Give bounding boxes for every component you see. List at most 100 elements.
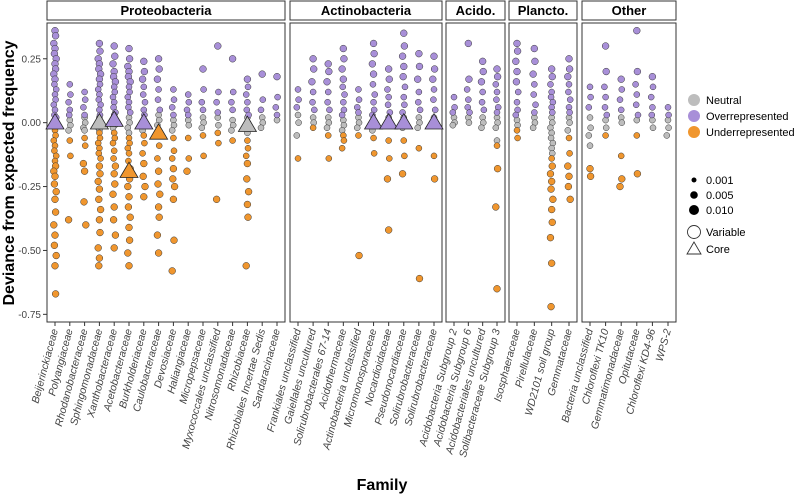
- overrepresented-point: [95, 39, 104, 48]
- overrepresented-point: [125, 44, 133, 53]
- underrepresented-point: [548, 205, 556, 214]
- underrepresented-point: [398, 170, 407, 178]
- overrepresented-point: [140, 57, 148, 65]
- underrepresented-point: [430, 175, 439, 183]
- underrepresented-point: [95, 216, 104, 224]
- underrepresented-point: [111, 180, 119, 188]
- neutral-point: [81, 127, 88, 134]
- underrepresented-point: [548, 218, 556, 226]
- overrepresented-point: [431, 106, 439, 114]
- underrepresented-point: [493, 165, 502, 173]
- overrepresented-point: [603, 111, 611, 119]
- overrepresented-point: [111, 52, 119, 60]
- points-layer: [45, 27, 672, 311]
- underrepresented-point: [139, 172, 147, 180]
- overrepresented-point: [258, 70, 266, 78]
- underrepresented-point: [586, 165, 594, 173]
- overrepresented-point: [384, 86, 391, 93]
- legend-status-key: [688, 94, 700, 106]
- underrepresented-point: [64, 216, 73, 224]
- overrepresented-point: [513, 39, 521, 48]
- overrepresented-point: [309, 88, 317, 96]
- overrepresented-point: [184, 111, 192, 119]
- neutral-point: [465, 119, 473, 126]
- underrepresented-point: [111, 231, 120, 239]
- underrepresented-point: [633, 132, 641, 139]
- underrepresented-point: [565, 134, 573, 142]
- underrepresented-point: [243, 159, 252, 168]
- overrepresented-point: [530, 44, 538, 53]
- overrepresented-point: [214, 42, 222, 50]
- overrepresented-point: [513, 67, 521, 76]
- overrepresented-point: [385, 75, 393, 83]
- legend: Neutral Overrepresented Underrepresented 0.…: [686, 94, 795, 256]
- overrepresented-point: [633, 91, 641, 98]
- underrepresented-point: [139, 150, 146, 157]
- overrepresented-point: [340, 98, 347, 106]
- underrepresented-point: [370, 134, 377, 142]
- underrepresented-point: [170, 134, 177, 142]
- core-point: [363, 112, 384, 130]
- legend-size-label: 0.005: [706, 190, 734, 202]
- underrepresented-point: [546, 234, 555, 242]
- panel-strip-label: Acido.: [456, 3, 496, 18]
- neutral-point: [663, 132, 671, 139]
- underrepresented-point: [370, 150, 378, 157]
- underrepresented-point: [51, 172, 59, 180]
- overrepresented-point: [109, 60, 117, 68]
- underrepresented-point: [183, 167, 191, 175]
- overrepresented-point: [648, 73, 657, 81]
- underrepresented-point: [355, 251, 363, 260]
- underrepresented-point: [52, 188, 60, 196]
- overrepresented-point: [309, 55, 317, 63]
- overrepresented-point: [493, 73, 502, 81]
- overrepresented-point: [323, 78, 331, 86]
- legend-shape-label: Core: [706, 244, 730, 256]
- underrepresented-point: [154, 180, 162, 188]
- overrepresented-point: [51, 32, 60, 40]
- overrepresented-point: [309, 98, 316, 106]
- overrepresented-point: [156, 106, 164, 114]
- overrepresented-point: [324, 60, 332, 68]
- y-axis-title: Deviance from expected frequency: [1, 40, 18, 305]
- core-point: [104, 110, 124, 127]
- underrepresented-point: [514, 134, 521, 142]
- overrepresented-point: [479, 88, 486, 96]
- underrepresented-point: [67, 152, 74, 160]
- neutral-point: [228, 127, 235, 134]
- core-point: [424, 112, 444, 130]
- underrepresented-point: [124, 203, 133, 211]
- overrepresented-point: [308, 78, 316, 86]
- overrepresented-point: [140, 83, 148, 91]
- underrepresented-point: [385, 226, 393, 234]
- overrepresented-point: [450, 93, 458, 101]
- overrepresented-point: [80, 104, 87, 111]
- overrepresented-point: [200, 86, 207, 93]
- overrepresented-point: [430, 96, 437, 103]
- overrepresented-point: [512, 57, 520, 65]
- legend-status-label: Neutral: [706, 95, 741, 107]
- underrepresented-point: [154, 203, 163, 211]
- underrepresented-point: [110, 244, 118, 252]
- underrepresented-point: [547, 185, 555, 193]
- underrepresented-point: [324, 132, 332, 139]
- overrepresented-point: [339, 83, 346, 91]
- panel-frame: [581, 22, 677, 323]
- legend-size-key: [691, 177, 697, 183]
- overrepresented-point: [531, 57, 539, 65]
- overrepresented-point: [243, 75, 252, 83]
- neutral-point: [492, 124, 500, 132]
- legend-shape-key: [687, 225, 701, 239]
- underrepresented-point: [125, 236, 134, 244]
- overrepresented-point: [632, 81, 639, 88]
- underrepresented-point: [385, 137, 392, 144]
- underrepresented-point: [50, 221, 58, 229]
- overrepresented-point: [415, 98, 422, 106]
- overrepresented-point: [601, 42, 610, 50]
- neutral-point: [478, 124, 485, 132]
- overrepresented-point: [530, 91, 537, 98]
- underrepresented-point: [110, 147, 118, 155]
- overrepresented-point: [565, 55, 573, 63]
- underrepresented-point: [325, 155, 333, 162]
- neutral-point: [602, 124, 610, 132]
